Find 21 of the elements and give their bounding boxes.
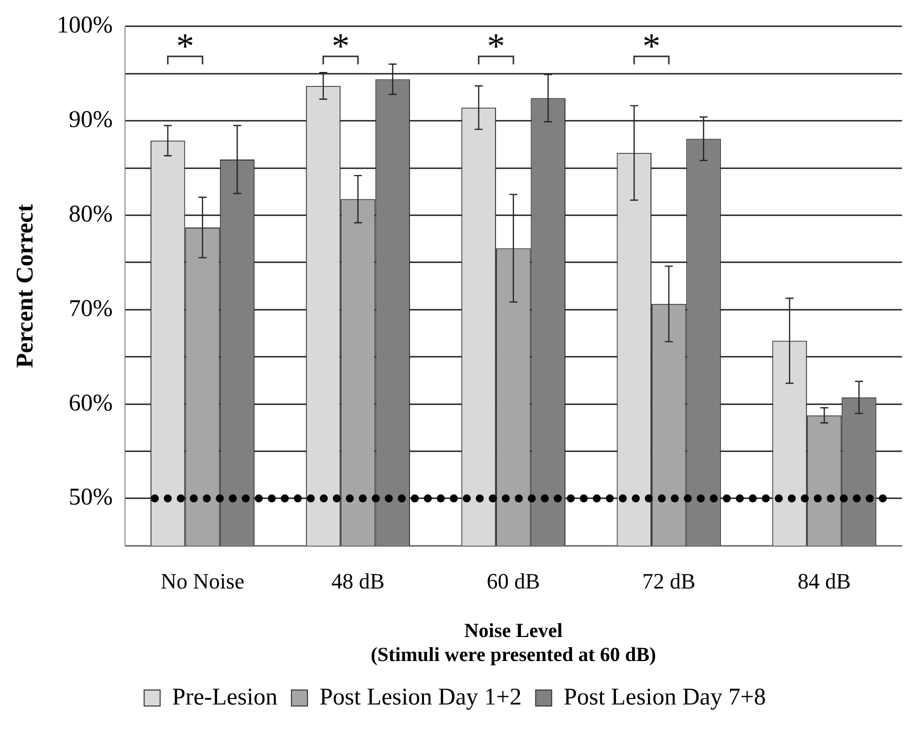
- y-tick-label: 70%: [68, 296, 113, 322]
- annotation: *: [332, 26, 350, 66]
- annotation: *: [176, 26, 194, 66]
- x-tick-label: 60 dB: [486, 568, 540, 594]
- legend-label: Post Lesion Day 7+8: [564, 684, 766, 710]
- y-tick-label: 100%: [56, 12, 113, 39]
- y-axis-title: Percent Correct: [12, 204, 39, 368]
- x-tick-label: No Noise: [160, 568, 244, 594]
- y-tick-label: 90%: [68, 107, 113, 134]
- x-tick-label: 72 dB: [642, 568, 696, 594]
- y-tick-label: 80%: [68, 201, 113, 228]
- x-axis-title: Noise Level: [464, 620, 563, 642]
- annotation: *: [642, 26, 660, 66]
- x-tick-label: 84 dB: [798, 568, 851, 594]
- text: (Stimuli were presented at 60 dB): [370, 644, 656, 666]
- annotation: *: [487, 26, 506, 66]
- y-tick-label: 50%: [68, 484, 113, 511]
- y-tick-label: 60%: [68, 390, 113, 416]
- x-tick-label: 48 dB: [331, 568, 385, 594]
- legend-label: Pre-Lesion: [172, 684, 278, 710]
- legend-label: Post Lesion Day 1+2: [319, 684, 522, 710]
